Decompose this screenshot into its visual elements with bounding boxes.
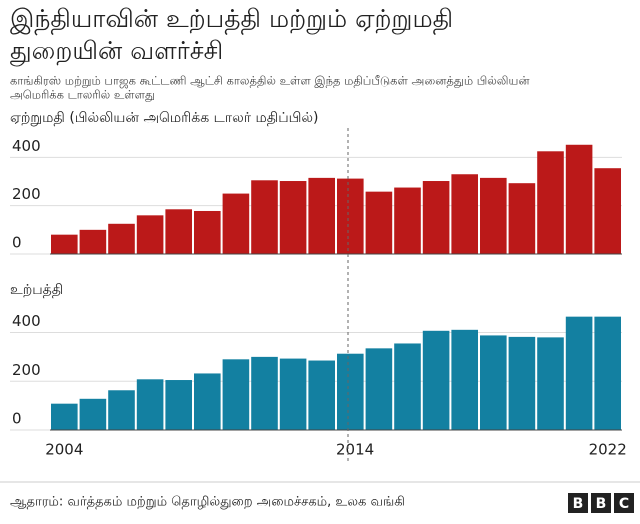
- bar: [251, 180, 278, 254]
- bar: [337, 178, 364, 254]
- title: துறையின் வளர்ச்சி: [10, 36, 223, 67]
- bar: [194, 210, 221, 254]
- bar: [108, 223, 135, 254]
- bar: [451, 329, 478, 430]
- bar: [565, 144, 593, 254]
- bar: [279, 181, 307, 254]
- bar: [537, 337, 564, 430]
- bar: [165, 209, 192, 254]
- logo-letter: C: [619, 496, 629, 512]
- bar: [480, 335, 507, 430]
- y-tick-label: 0: [12, 234, 22, 252]
- bar: [394, 187, 421, 254]
- bar: [422, 181, 450, 254]
- y-tick-label: 400: [12, 137, 41, 155]
- bar: [79, 229, 107, 254]
- bar: [308, 177, 335, 254]
- bar: [222, 193, 250, 254]
- logo: B B C: [568, 493, 634, 513]
- bar: [537, 151, 564, 254]
- y-tick-label: 200: [12, 361, 41, 379]
- bar: [508, 183, 536, 254]
- bar: [508, 336, 536, 430]
- x-tick-label: 2014: [336, 441, 374, 459]
- bar: [365, 191, 393, 254]
- bar: [51, 403, 78, 430]
- source: ஆதாரம்: வர்த்தகம் மற்றும் தொழில்துறை அமை…: [10, 495, 405, 510]
- bar: [279, 358, 307, 430]
- bar: [337, 353, 364, 430]
- bar: [308, 360, 335, 430]
- y-tick-label: 0: [12, 410, 22, 428]
- y-tick-label: 400: [12, 312, 41, 330]
- y-tick-label: 200: [12, 185, 41, 203]
- panel-title: ஏற்றுமதி (பில்லியன் அமெரிக்க டாலர் மதிப்…: [10, 110, 318, 126]
- bar: [251, 356, 278, 430]
- bar: [480, 177, 507, 254]
- bar: [594, 168, 621, 254]
- bar: [422, 330, 450, 430]
- x-tick-label: 2022: [589, 441, 627, 459]
- bar: [79, 398, 107, 430]
- bar: [194, 373, 221, 430]
- bar: [451, 174, 478, 254]
- logo-letter: B: [573, 496, 584, 512]
- bar: [222, 359, 250, 430]
- subtitle: அமெரிக்க டாலரில் உள்ளது: [10, 88, 155, 103]
- bar: [165, 380, 192, 430]
- title: இந்தியாவின் உற்பத்தி மற்றும் ஏற்றுமதி: [10, 4, 453, 35]
- bar: [594, 316, 621, 430]
- bar: [565, 316, 593, 430]
- bar: [394, 343, 421, 430]
- bar: [136, 379, 164, 430]
- logo-letter: B: [596, 496, 607, 512]
- bar: [51, 234, 78, 254]
- x-tick-label: 2004: [45, 441, 83, 459]
- bar: [365, 348, 393, 430]
- subtitle: காங்கிரஸ் மற்றும் பாஜக கூட்டணி ஆட்சி கால…: [10, 74, 530, 89]
- bar: [136, 215, 164, 254]
- bar: [108, 390, 135, 430]
- panel-title: உற்பத்தி: [10, 282, 63, 298]
